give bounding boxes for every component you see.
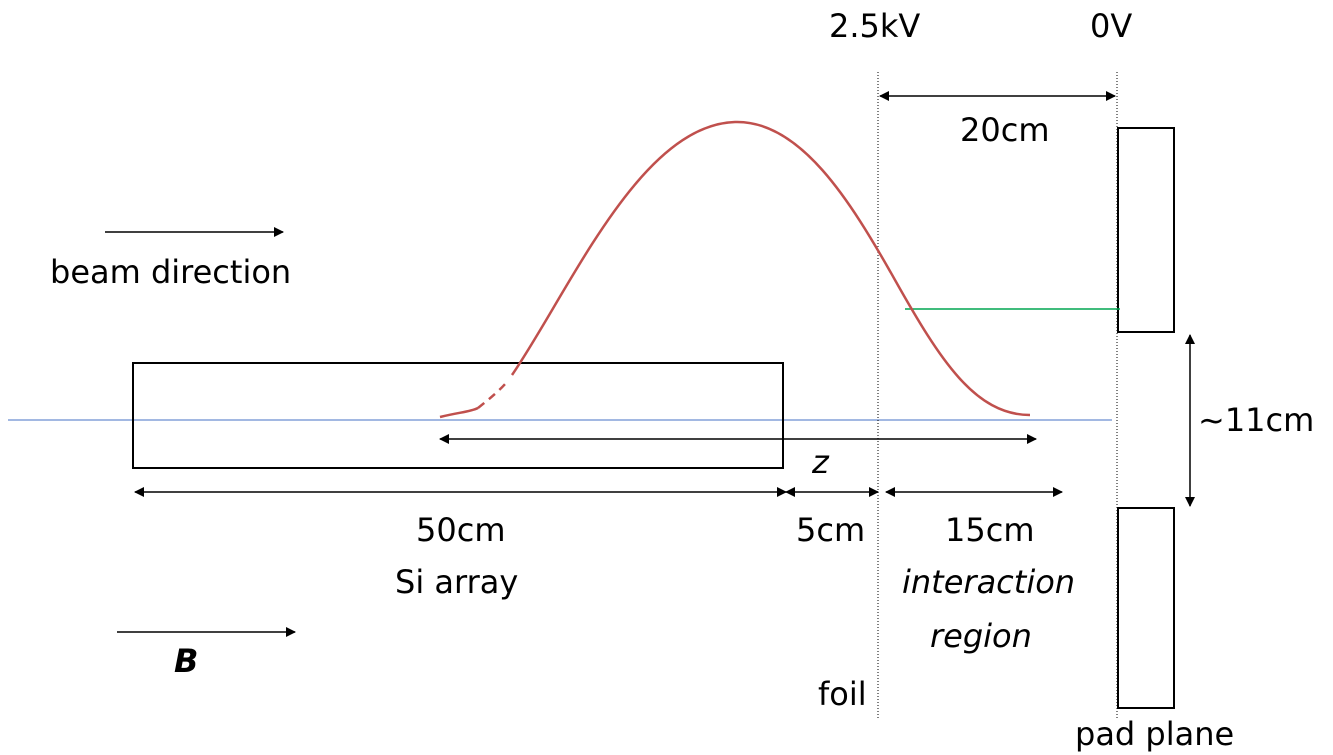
foil-label: foil bbox=[818, 675, 867, 713]
trajectory-curve bbox=[510, 120, 1031, 417]
si-array-label: Si array bbox=[395, 563, 519, 601]
b-field-label: B bbox=[174, 642, 199, 680]
trajectory-curve-dashed bbox=[477, 382, 507, 409]
beam-direction-label: beam direction bbox=[50, 253, 292, 291]
pad-plane-lower bbox=[1117, 507, 1175, 709]
region-label: region bbox=[930, 617, 1032, 655]
dim-11cm-label: ~11cm bbox=[1198, 401, 1315, 439]
dim-15cm-label: 15cm bbox=[945, 511, 1035, 549]
voltage-foil-label: 2.5kV bbox=[829, 7, 921, 45]
interaction-label: interaction bbox=[902, 563, 1076, 601]
pad-plane-label: pad plane bbox=[1075, 715, 1235, 753]
dim-50cm-label: 50cm bbox=[416, 511, 506, 549]
z-label: z bbox=[812, 443, 829, 481]
si-array-box bbox=[132, 362, 784, 469]
dim-5cm-label: 5cm bbox=[796, 511, 866, 549]
pad-plane-upper bbox=[1117, 127, 1175, 333]
voltage-pad-label: 0V bbox=[1090, 7, 1133, 45]
dim-20cm-label: 20cm bbox=[960, 111, 1050, 149]
trajectory-curve-start bbox=[439, 406, 479, 419]
